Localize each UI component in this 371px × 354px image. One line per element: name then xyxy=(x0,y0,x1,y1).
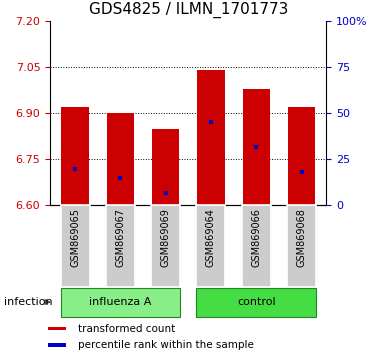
Text: transformed count: transformed count xyxy=(78,324,175,333)
Bar xyxy=(49,343,66,347)
Bar xyxy=(151,205,180,287)
Bar xyxy=(242,205,271,287)
Text: infection: infection xyxy=(4,297,52,307)
Bar xyxy=(106,205,135,287)
Bar xyxy=(62,107,89,205)
Bar xyxy=(60,288,180,317)
Title: GDS4825 / ILMN_1701773: GDS4825 / ILMN_1701773 xyxy=(89,2,288,18)
Text: influenza A: influenza A xyxy=(89,297,151,307)
Bar xyxy=(152,129,179,205)
Bar xyxy=(243,89,270,205)
Bar xyxy=(287,205,316,287)
Bar xyxy=(197,70,224,205)
Bar xyxy=(60,205,89,287)
Text: control: control xyxy=(237,297,276,307)
Text: GSM869069: GSM869069 xyxy=(161,208,171,267)
Text: percentile rank within the sample: percentile rank within the sample xyxy=(78,340,253,350)
Text: GSM869067: GSM869067 xyxy=(115,208,125,267)
Text: GSM869066: GSM869066 xyxy=(251,208,261,267)
Bar xyxy=(196,288,316,317)
Text: GSM869064: GSM869064 xyxy=(206,208,216,267)
Text: GSM869065: GSM869065 xyxy=(70,208,80,267)
Bar xyxy=(107,113,134,205)
Bar xyxy=(288,107,315,205)
Text: GSM869068: GSM869068 xyxy=(296,208,306,267)
Bar xyxy=(49,327,66,330)
Bar xyxy=(196,205,226,287)
